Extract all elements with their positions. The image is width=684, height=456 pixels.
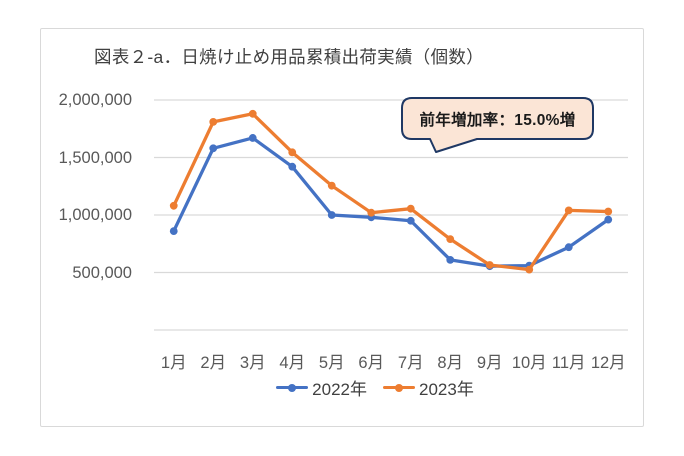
y-tick-label: 1,500,000: [58, 148, 132, 167]
x-tick-label: 7月: [397, 354, 424, 372]
y-tick-label: 500,000: [72, 263, 132, 282]
x-tick-label: 6月: [358, 354, 385, 372]
x-tick-label: 10月: [511, 354, 547, 372]
x-tick-label: 12月: [590, 354, 626, 372]
chart-title: 図表２-a．日焼け止め用品累積出荷実績（個数）: [94, 47, 484, 67]
legend-item-2022年: 2022年: [276, 375, 367, 400]
x-tick-label: 1月: [160, 354, 187, 372]
annotation-label: 前年増加率：15.0%増: [419, 111, 576, 129]
x-tick-label: 9月: [476, 354, 503, 372]
x-tick-label: 5月: [318, 354, 345, 372]
legend-label: 2023年: [419, 380, 474, 399]
legend-label: 2022年: [312, 380, 367, 399]
y-tick-label: 2,000,000: [58, 91, 132, 109]
legend: 2022年 2023年: [0, 375, 684, 400]
x-tick-label: 2月: [200, 354, 227, 372]
y-tick-label: 1,000,000: [58, 206, 132, 224]
legend-line-marker-icon: [276, 381, 309, 395]
x-tick-label: 3月: [239, 354, 266, 372]
x-tick-label: 8月: [437, 354, 464, 372]
x-tick-label: 4月: [279, 354, 306, 372]
x-tick-label: 11月: [551, 354, 586, 372]
legend-line-marker-icon: [383, 381, 415, 395]
legend-item-2023年: 2023年: [383, 375, 474, 400]
